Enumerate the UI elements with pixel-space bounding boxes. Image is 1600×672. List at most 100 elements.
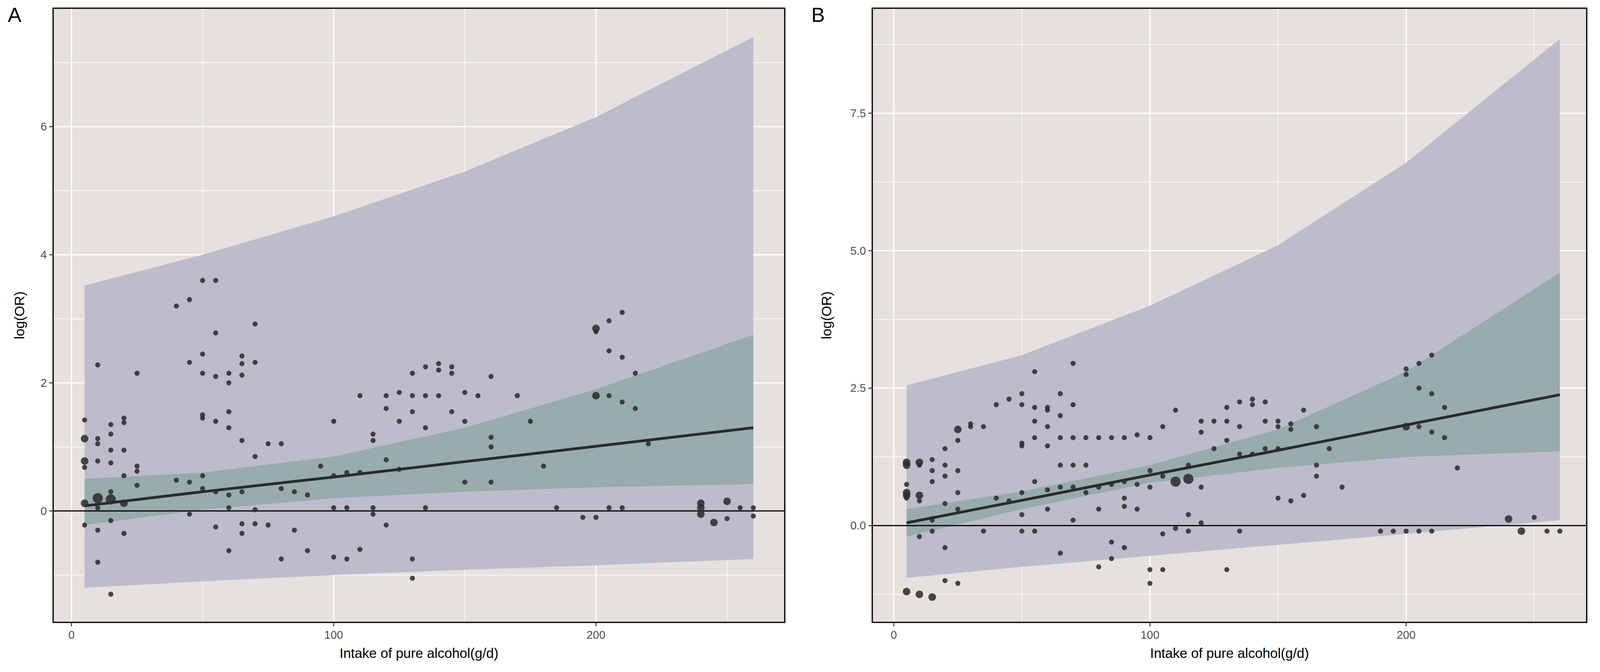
point: [1416, 360, 1422, 367]
point: [239, 353, 245, 359]
point: [942, 446, 948, 452]
point: [331, 473, 337, 479]
tick-label: 0: [890, 628, 897, 642]
point: [1403, 371, 1409, 377]
point: [331, 505, 337, 511]
point: [593, 328, 599, 334]
tick-label: 200: [586, 628, 606, 642]
point: [1403, 528, 1409, 534]
panel-label: A: [7, 3, 22, 27]
point: [1224, 437, 1230, 443]
plot-background: [53, 8, 785, 623]
point: [1237, 423, 1243, 429]
point: [593, 514, 599, 520]
point: [724, 516, 730, 522]
point: [1198, 429, 1204, 435]
point: [331, 418, 337, 424]
point: [120, 499, 129, 508]
point: [108, 431, 114, 437]
point: [1442, 404, 1448, 410]
data-layer: [53, 37, 785, 597]
point: [1429, 528, 1435, 534]
point: [423, 425, 429, 431]
tick: [868, 525, 873, 527]
point: [632, 405, 638, 411]
reference-line: [872, 525, 1587, 527]
point: [929, 478, 935, 484]
point: [1019, 512, 1025, 518]
point: [344, 469, 350, 475]
point: [514, 392, 520, 399]
point: [1044, 487, 1050, 493]
point: [488, 434, 494, 440]
point: [1173, 407, 1179, 413]
point: [903, 481, 909, 487]
point: [1121, 478, 1127, 484]
point: [1070, 517, 1076, 523]
point: [1044, 407, 1050, 413]
tick-label: 2.5: [850, 381, 867, 395]
point: [1108, 435, 1115, 441]
point: [1504, 515, 1513, 524]
point: [265, 522, 271, 528]
point: [1314, 462, 1320, 468]
point: [317, 463, 324, 469]
point: [92, 492, 103, 504]
point: [278, 485, 284, 492]
point: [1019, 443, 1025, 449]
point: [239, 489, 245, 495]
point: [252, 453, 258, 459]
point: [95, 362, 101, 368]
point: [1032, 435, 1038, 441]
point: [1057, 435, 1063, 441]
point: [750, 505, 756, 511]
point: [383, 457, 389, 463]
point: [357, 546, 363, 552]
point: [1237, 451, 1243, 457]
point: [980, 423, 986, 429]
point: [1262, 446, 1268, 452]
point: [527, 418, 533, 424]
point: [1224, 566, 1230, 572]
point: [213, 330, 219, 336]
point: [1185, 528, 1192, 534]
point: [1237, 399, 1243, 405]
point: [1057, 412, 1063, 418]
point: [1403, 366, 1409, 372]
point: [370, 431, 376, 437]
point: [1108, 555, 1115, 561]
point: [1442, 435, 1448, 441]
point: [200, 485, 206, 492]
point: [423, 364, 429, 370]
point: [121, 447, 127, 453]
tick: [49, 126, 54, 128]
point: [370, 505, 376, 511]
y-axis-title: log(OR): [11, 291, 27, 340]
point: [1314, 423, 1320, 429]
point: [916, 533, 922, 540]
minor-grid-line: [53, 62, 785, 64]
point: [1326, 446, 1332, 452]
point: [80, 457, 89, 465]
reference-line: [53, 510, 785, 512]
point: [409, 575, 415, 581]
point: [1032, 404, 1038, 410]
point: [435, 392, 442, 399]
point: [1517, 527, 1526, 536]
point: [942, 462, 948, 468]
point: [1390, 528, 1396, 534]
point: [200, 415, 206, 421]
point: [108, 517, 114, 524]
point: [396, 389, 402, 395]
point: [462, 479, 468, 485]
point: [396, 466, 402, 472]
grid: [872, 8, 1587, 623]
point: [383, 405, 389, 411]
point: [409, 392, 415, 399]
point: [239, 521, 245, 527]
minor-grid-line: [872, 593, 1587, 595]
point: [1134, 432, 1140, 438]
tick-label: 5.0: [850, 244, 867, 258]
point: [449, 364, 455, 370]
point: [606, 392, 612, 399]
